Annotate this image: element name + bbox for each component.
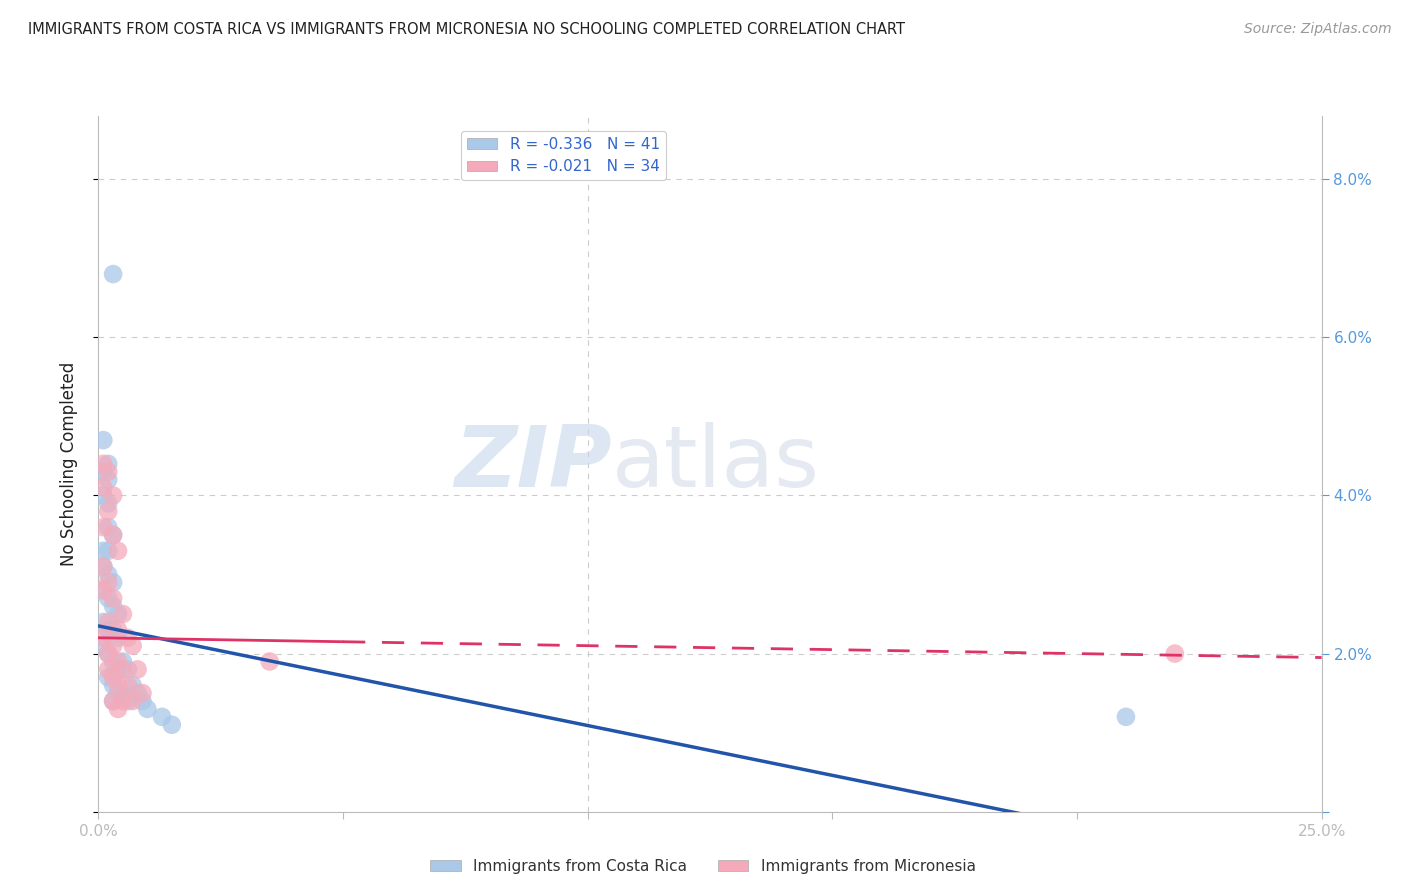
Text: IMMIGRANTS FROM COSTA RICA VS IMMIGRANTS FROM MICRONESIA NO SCHOOLING COMPLETED : IMMIGRANTS FROM COSTA RICA VS IMMIGRANTS… <box>28 22 905 37</box>
Point <box>97 496 120 510</box>
Text: ZIP: ZIP <box>454 422 612 506</box>
Point <box>107 543 129 558</box>
Point <box>97 575 120 590</box>
Point <box>101 623 124 637</box>
Point <box>91 465 114 479</box>
Point <box>127 686 149 700</box>
Point <box>111 607 134 621</box>
Point <box>91 488 114 502</box>
Point <box>107 607 129 621</box>
Point <box>107 623 129 637</box>
Point <box>107 662 129 676</box>
Point <box>117 662 139 676</box>
Point <box>107 655 129 669</box>
Point <box>121 678 143 692</box>
Point <box>91 520 114 534</box>
Point <box>97 543 120 558</box>
Point <box>101 267 124 281</box>
Point <box>101 488 124 502</box>
Point <box>131 686 153 700</box>
Legend: Immigrants from Costa Rica, Immigrants from Micronesia: Immigrants from Costa Rica, Immigrants f… <box>425 853 981 880</box>
Point <box>107 686 129 700</box>
Point <box>91 583 114 598</box>
Text: atlas: atlas <box>612 422 820 506</box>
Point <box>136 702 159 716</box>
Point <box>131 694 153 708</box>
Point <box>107 678 129 692</box>
Point <box>259 655 281 669</box>
Point <box>101 528 124 542</box>
Point <box>101 575 124 590</box>
Point <box>101 670 124 684</box>
Point <box>97 670 120 684</box>
Point <box>97 647 120 661</box>
Point <box>160 717 183 731</box>
Point <box>107 631 129 645</box>
Point <box>91 543 114 558</box>
Point <box>91 559 114 574</box>
Point <box>1115 710 1137 724</box>
Point <box>117 678 139 692</box>
Point <box>97 615 120 629</box>
Point <box>111 662 134 676</box>
Point <box>117 631 139 645</box>
Point <box>101 639 124 653</box>
Point <box>111 694 134 708</box>
Point <box>91 631 114 645</box>
Point <box>97 591 120 606</box>
Point <box>91 457 114 471</box>
Point <box>150 710 173 724</box>
Point <box>97 520 120 534</box>
Point <box>101 694 124 708</box>
Point <box>111 686 134 700</box>
Point <box>91 583 114 598</box>
Point <box>97 567 120 582</box>
Point <box>107 702 129 716</box>
Y-axis label: No Schooling Completed: No Schooling Completed <box>59 362 77 566</box>
Point <box>91 639 114 653</box>
Point <box>117 694 139 708</box>
Point <box>91 559 114 574</box>
Point <box>97 504 120 518</box>
Legend: R = -0.336   N = 41, R = -0.021   N = 34: R = -0.336 N = 41, R = -0.021 N = 34 <box>461 130 666 180</box>
Point <box>97 662 120 676</box>
Point <box>91 433 114 447</box>
Point <box>101 591 124 606</box>
Point <box>97 473 120 487</box>
Point <box>121 639 143 653</box>
Point <box>121 694 143 708</box>
Point <box>101 694 124 708</box>
Point <box>91 615 114 629</box>
Point <box>111 655 134 669</box>
Point <box>101 528 124 542</box>
Point <box>101 655 124 669</box>
Point <box>91 481 114 495</box>
Point <box>97 465 120 479</box>
Text: Source: ZipAtlas.com: Source: ZipAtlas.com <box>1244 22 1392 37</box>
Point <box>97 647 120 661</box>
Point <box>1164 647 1187 661</box>
Point <box>101 599 124 614</box>
Point <box>97 623 120 637</box>
Point <box>127 662 149 676</box>
Point <box>101 678 124 692</box>
Point <box>97 457 120 471</box>
